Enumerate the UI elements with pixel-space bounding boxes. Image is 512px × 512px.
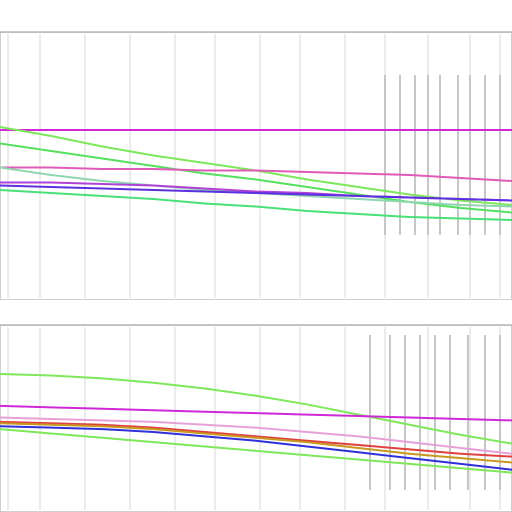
chart-panel-1 <box>0 31 512 300</box>
panel-frame <box>0 32 512 300</box>
chart-panel-2 <box>0 324 512 512</box>
